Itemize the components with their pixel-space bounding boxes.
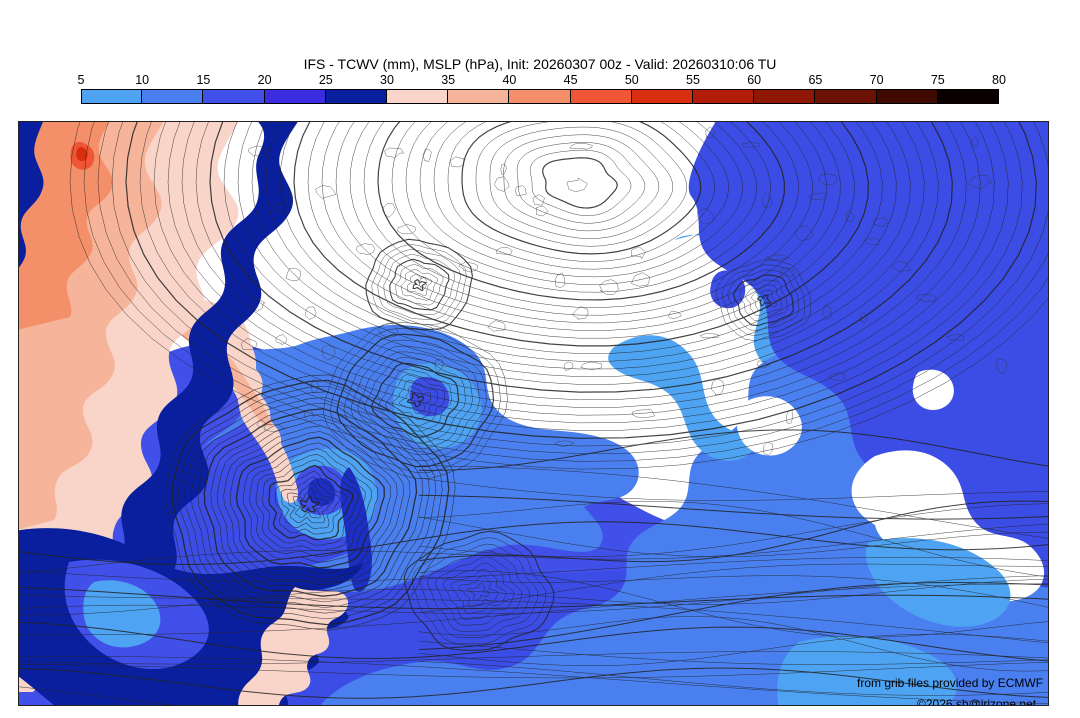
svg-text:from grib files provided by EC: from grib files provided by ECMWF <box>857 676 1043 690</box>
svg-text:©2026 sb@irizone.net: ©2026 sb@irizone.net <box>917 697 1037 706</box>
